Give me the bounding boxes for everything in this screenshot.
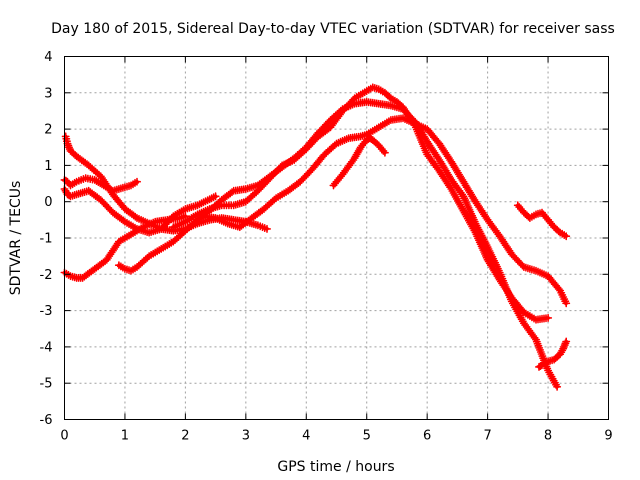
series-arc-6 [169, 83, 553, 324]
chart-title: Day 180 of 2015, Sidereal Day-to-day VTE… [51, 21, 615, 37]
series-point-markers [199, 114, 571, 308]
x-tick-label: 8 [544, 429, 552, 444]
x-tick-label: 9 [604, 429, 612, 444]
y-tick-label: -4 [40, 340, 53, 355]
y-tick-label: -6 [40, 413, 53, 428]
tick-labels: 0 1 2 3 4 5 6 7 8 9 -6 -5 -4 -3 -2 -1 0 1 2 3 4 [40, 50, 613, 444]
series-arc-9 [513, 201, 571, 241]
y-tick-label: 4 [44, 50, 52, 65]
tick-marks [64, 56, 609, 420]
series-point-markers [513, 201, 571, 241]
series-point-markers [535, 337, 571, 371]
x-tick-label: 7 [483, 429, 491, 444]
x-tick-label: 5 [363, 429, 371, 444]
y-tick-label: -3 [40, 304, 53, 319]
series-line [201, 116, 568, 306]
y-tick-label: 1 [44, 159, 52, 174]
y-tick-label: -1 [40, 232, 53, 247]
series-arc-10 [535, 337, 571, 371]
x-axis-label: GPS time / hours [277, 459, 394, 475]
series-point-markers [169, 83, 553, 324]
x-tick-label: 0 [60, 429, 68, 444]
y-axis-label: SDTVAR / TECUs [8, 181, 24, 296]
y-tick-label: 2 [44, 123, 52, 138]
x-tick-label: 1 [121, 429, 129, 444]
series-group [60, 83, 571, 391]
y-tick-label: -2 [40, 268, 53, 283]
series-arc-7 [199, 114, 571, 308]
y-tick-label: -5 [40, 377, 53, 392]
y-tick-label: 3 [44, 86, 52, 101]
x-tick-label: 3 [242, 429, 250, 444]
x-tick-label: 4 [302, 429, 310, 444]
x-tick-label: 2 [181, 429, 189, 444]
series-arc-8 [329, 134, 389, 190]
series-point-markers [329, 134, 389, 190]
x-tick-label: 6 [423, 429, 431, 444]
y-tick-label: 0 [44, 195, 52, 210]
grid-lines [64, 56, 609, 420]
